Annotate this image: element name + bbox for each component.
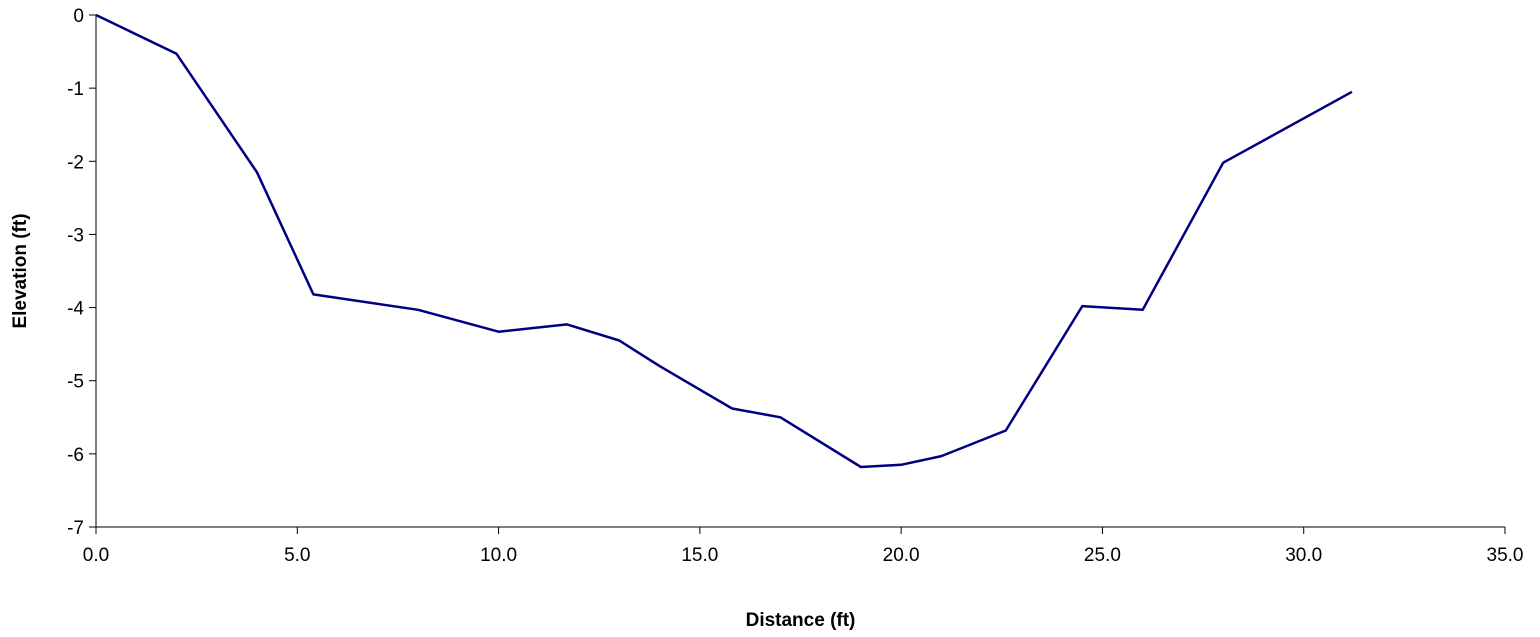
y-tick-label: -1	[67, 79, 84, 100]
y-axis-ticks: 0 -1 -2 -3 -4 -5 -6 -7	[67, 6, 96, 539]
x-tick-label: 15.0	[681, 545, 718, 566]
x-axis-title: Distance (ft)	[746, 610, 856, 631]
x-tick-label: 0.0	[83, 545, 109, 566]
plot-area	[95, 13, 1353, 469]
y-axis-title: Elevation (ft)	[10, 213, 31, 328]
y-tick-label: -7	[67, 518, 84, 539]
axes	[95, 15, 1505, 528]
x-tick-label: 20.0	[883, 545, 920, 566]
y-tick-label: 0	[73, 6, 84, 27]
x-tick-label: 35.0	[1487, 545, 1524, 566]
x-tick-label: 5.0	[284, 545, 310, 566]
y-tick-label: -6	[67, 445, 84, 466]
y-tick-label: -4	[67, 299, 84, 320]
x-tick-label: 10.0	[480, 545, 517, 566]
y-tick-label: -5	[67, 372, 84, 393]
x-axis-ticks: 0.0 5.0 10.0 15.0 20.0 25.0 30.0 35.0	[83, 527, 1524, 566]
elevation-series-line	[95, 13, 1353, 469]
x-tick-label: 30.0	[1285, 545, 1322, 566]
y-tick-label: -3	[67, 225, 84, 246]
y-tick-label: -2	[67, 152, 84, 173]
x-tick-label: 25.0	[1084, 545, 1121, 566]
